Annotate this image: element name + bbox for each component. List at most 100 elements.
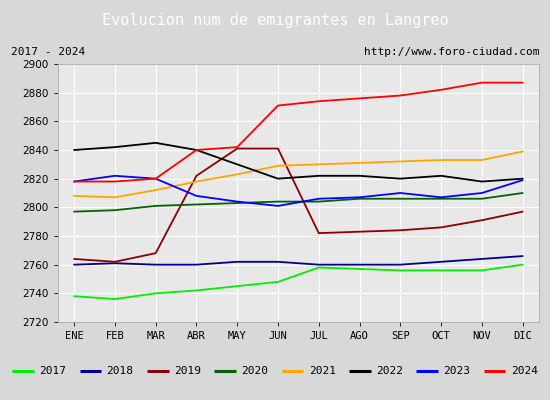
2021 [316,162,322,167]
2022 [356,173,363,178]
2019 [478,218,485,223]
2018 [519,254,526,258]
2021 [478,158,485,162]
2019 [193,173,200,178]
2018 [274,259,281,264]
2023 [234,199,240,204]
2021 [234,172,240,177]
2022 [274,176,281,181]
2018 [152,262,159,267]
2022 [438,173,444,178]
2020 [152,204,159,208]
2017 [356,266,363,271]
2023 [193,194,200,198]
2020 [193,202,200,207]
2018 [356,262,363,267]
2024 [316,99,322,104]
2017 [152,291,159,296]
2017 [438,268,444,273]
2022 [71,148,78,152]
Text: 2024: 2024 [511,366,538,376]
Line: 2021: 2021 [74,152,522,197]
2021 [274,163,281,168]
2019 [397,228,404,233]
2018 [193,262,200,267]
2023 [356,195,363,200]
2020 [519,191,526,196]
2024 [274,103,281,108]
2021 [152,188,159,192]
Line: 2020: 2020 [74,193,522,212]
2023 [316,196,322,201]
2022 [478,179,485,184]
2024 [438,88,444,92]
Line: 2019: 2019 [74,148,522,262]
2021 [519,149,526,154]
2024 [397,93,404,98]
2018 [438,259,444,264]
2017 [478,268,485,273]
2020 [234,201,240,206]
2020 [274,199,281,204]
2023 [519,178,526,182]
Line: 2018: 2018 [74,256,522,265]
2018 [71,262,78,267]
2023 [71,179,78,184]
2024 [193,148,200,152]
2017 [316,265,322,270]
2020 [356,196,363,201]
2022 [316,173,322,178]
2020 [316,199,322,204]
2019 [316,231,322,236]
2024 [234,145,240,150]
2024 [112,179,118,184]
2019 [234,146,240,151]
2019 [438,225,444,230]
Text: 2021: 2021 [309,366,336,376]
2023 [397,191,404,196]
2020 [71,209,78,214]
2022 [112,145,118,150]
Text: 2018: 2018 [107,366,134,376]
2024 [152,176,159,181]
2018 [397,262,404,267]
Text: 2020: 2020 [241,366,268,376]
2023 [112,173,118,178]
2018 [112,261,118,266]
2017 [519,262,526,267]
2021 [71,194,78,198]
2019 [112,259,118,264]
Text: 2022: 2022 [376,366,403,376]
2020 [478,196,485,201]
2019 [152,251,159,256]
2023 [152,176,159,181]
2019 [71,256,78,261]
2017 [234,284,240,288]
2017 [193,288,200,293]
2022 [234,162,240,167]
2019 [356,229,363,234]
2024 [478,80,485,85]
Text: 2019: 2019 [174,366,201,376]
Text: 2017 - 2024: 2017 - 2024 [11,47,85,57]
2021 [397,159,404,164]
2024 [71,179,78,184]
2018 [234,259,240,264]
Text: http://www.foro-ciudad.com: http://www.foro-ciudad.com [364,47,539,57]
2023 [274,204,281,208]
2022 [519,176,526,181]
Text: 2017: 2017 [39,366,66,376]
2021 [438,158,444,162]
2024 [519,80,526,85]
2021 [112,195,118,200]
2022 [193,148,200,152]
2018 [478,256,485,261]
2020 [438,196,444,201]
2024 [356,96,363,101]
Text: 2023: 2023 [443,366,470,376]
2021 [193,179,200,184]
Line: 2017: 2017 [74,265,522,299]
2017 [274,280,281,284]
2023 [438,195,444,200]
2022 [152,140,159,145]
